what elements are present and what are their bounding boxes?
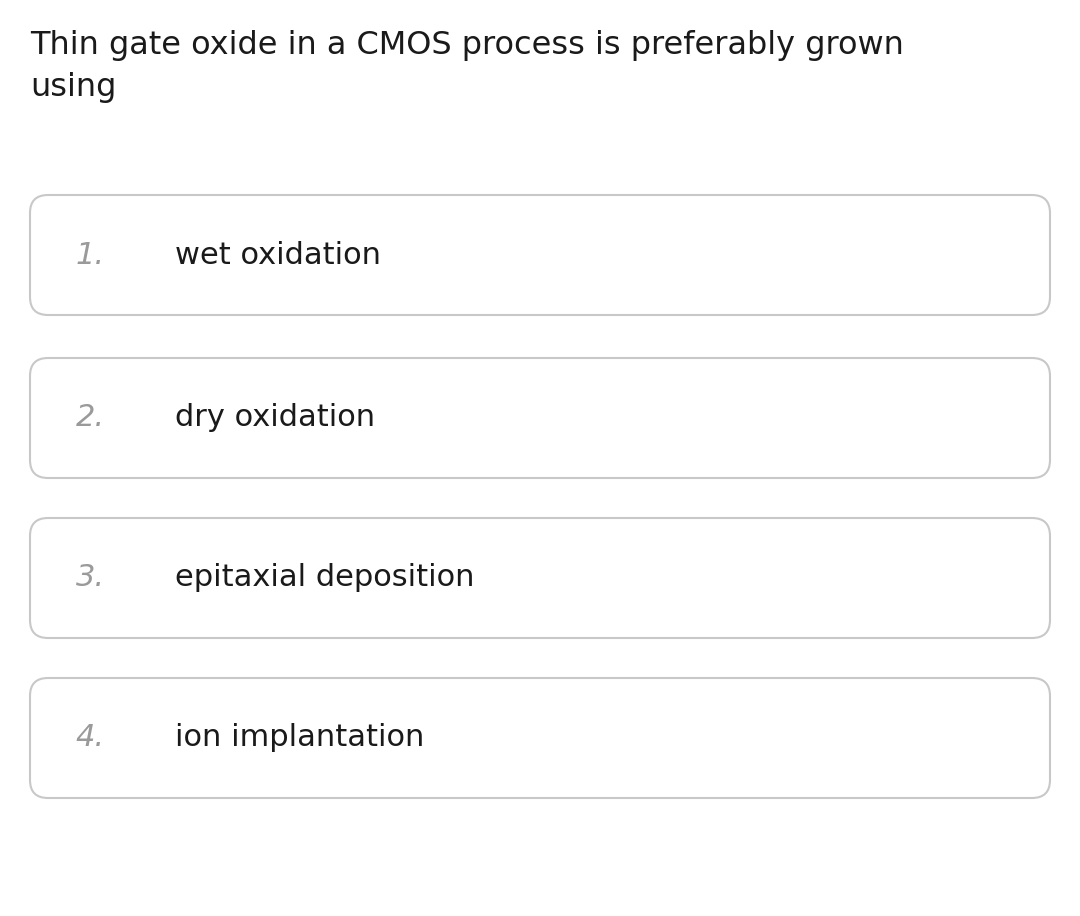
Text: dry oxidation: dry oxidation	[175, 404, 375, 432]
Text: ion implantation: ion implantation	[175, 724, 424, 753]
Text: wet oxidation: wet oxidation	[175, 241, 381, 269]
Text: 1.: 1.	[76, 241, 105, 269]
FancyBboxPatch shape	[30, 518, 1050, 638]
Text: Thin gate oxide in a CMOS process is preferably grown
using: Thin gate oxide in a CMOS process is pre…	[30, 30, 904, 103]
FancyBboxPatch shape	[30, 678, 1050, 798]
Text: 3.: 3.	[76, 563, 105, 593]
Text: epitaxial deposition: epitaxial deposition	[175, 563, 474, 593]
FancyBboxPatch shape	[30, 195, 1050, 315]
Text: 4.: 4.	[76, 724, 105, 753]
Text: 2.: 2.	[76, 404, 105, 432]
FancyBboxPatch shape	[30, 358, 1050, 478]
